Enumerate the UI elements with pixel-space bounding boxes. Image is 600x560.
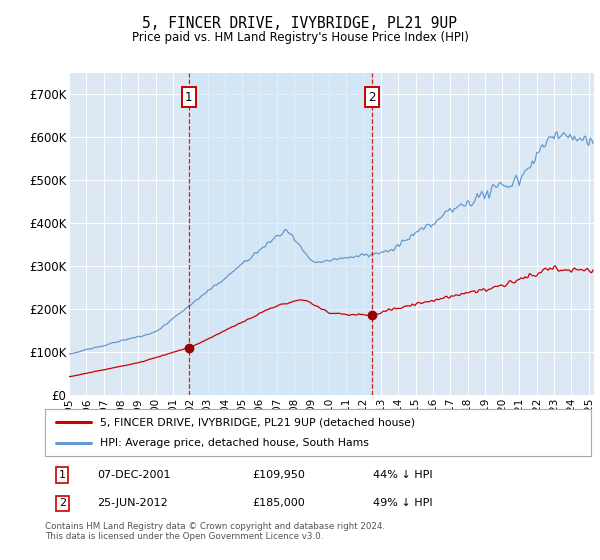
Text: 2: 2 [59,498,66,508]
Text: 07-DEC-2001: 07-DEC-2001 [97,470,170,480]
Text: 5, FINCER DRIVE, IVYBRIDGE, PL21 9UP (detached house): 5, FINCER DRIVE, IVYBRIDGE, PL21 9UP (de… [100,417,415,427]
Text: Contains HM Land Registry data © Crown copyright and database right 2024.
This d: Contains HM Land Registry data © Crown c… [45,522,385,542]
Text: 1: 1 [185,91,193,104]
Text: 25-JUN-2012: 25-JUN-2012 [97,498,167,508]
Bar [189,73,372,395]
Text: HPI: Average price, detached house, South Hams: HPI: Average price, detached house, Sout… [100,438,368,448]
Text: £109,950: £109,950 [253,470,305,480]
Text: 1: 1 [59,470,65,480]
Text: 5, FINCER DRIVE, IVYBRIDGE, PL21 9UP: 5, FINCER DRIVE, IVYBRIDGE, PL21 9UP [143,16,458,31]
Text: 2: 2 [368,91,376,104]
Text: £185,000: £185,000 [253,498,305,508]
Text: Price paid vs. HM Land Registry's House Price Index (HPI): Price paid vs. HM Land Registry's House … [131,31,469,44]
Text: 44% ↓ HPI: 44% ↓ HPI [373,470,432,480]
Text: 49% ↓ HPI: 49% ↓ HPI [373,498,432,508]
